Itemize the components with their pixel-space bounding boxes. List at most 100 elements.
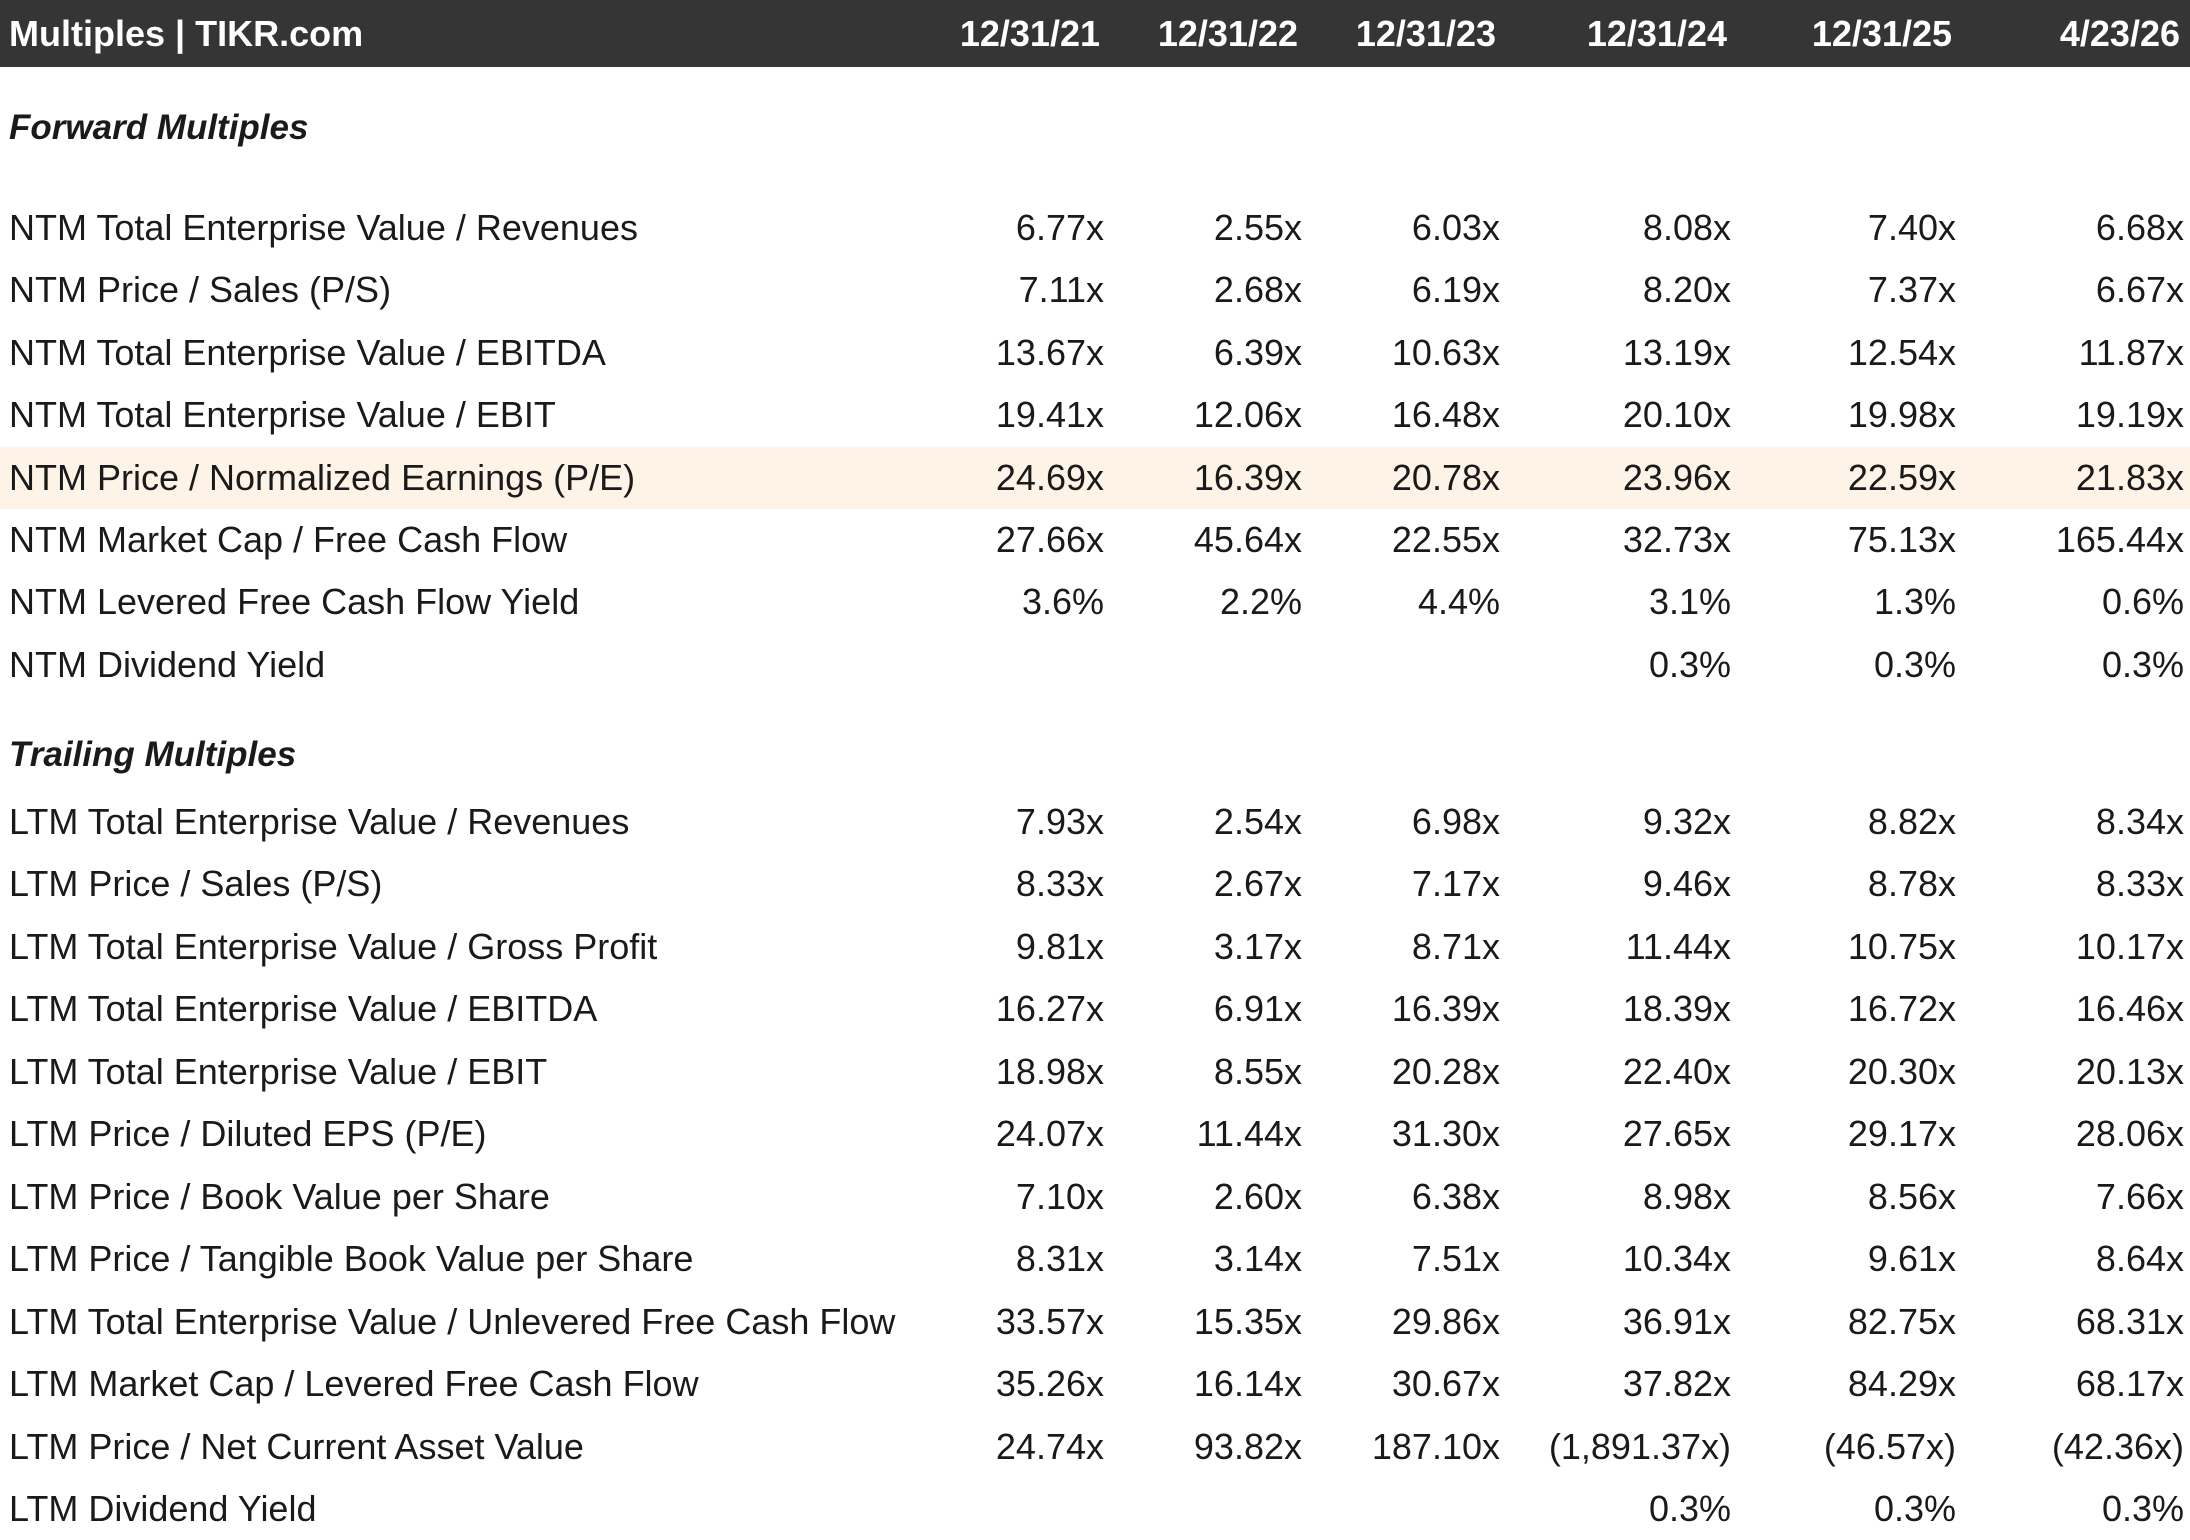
row-value: 84.29x (1847, 1363, 1956, 1405)
row-value: 93.82x (1193, 1425, 1302, 1467)
row-value: 8.33x (2095, 863, 2184, 905)
row-value: 187.10x (1371, 1425, 1500, 1467)
row-value: 20.78x (1391, 456, 1500, 498)
row-value: 10.63x (1391, 331, 1500, 373)
row-value: 7.66x (2095, 1175, 2184, 1217)
row-value: 3.17x (1213, 925, 1302, 967)
table-row: LTM Total Enterprise Value / EBIT 18.98x 8… (0, 1041, 2190, 1103)
row-value: 29.86x (1391, 1300, 1500, 1342)
table-row: NTM Total Enterprise Value / EBITDA 13.67… (0, 322, 2190, 384)
row-value: 2.55x (1213, 207, 1302, 248)
table-row: LTM Price / Diluted EPS (P/E) 24.07x 11.44… (0, 1103, 2190, 1165)
row-value: (1,891.37x) (1548, 1425, 1731, 1467)
row-label: LTM Total Enterprise Value / Gross Profi… (9, 925, 658, 967)
row-label: LTM Total Enterprise Value / Revenues (9, 801, 630, 842)
row-value: 8.78x (1867, 863, 1956, 905)
table-row: LTM Total Enterprise Value / EBITDA 16.27… (0, 978, 2190, 1040)
row-value: 22.59x (1847, 456, 1956, 498)
row-value: 8.71x (1411, 925, 1500, 967)
row-label: LTM Total Enterprise Value / Unlevered F… (9, 1300, 896, 1342)
row-label: LTM Price / Diluted EPS (P/E) (9, 1113, 487, 1155)
row-value: 75.13x (1847, 519, 1956, 560)
row-value: 1.3% (1873, 581, 1956, 623)
row-value: 6.67x (2095, 269, 2184, 311)
row-value: 22.55x (1391, 519, 1500, 560)
row-label: LTM Total Enterprise Value / EBIT (9, 1050, 548, 1092)
table-row: LTM Price / Sales (P/S) 8.33x 2.67x 7.17x 9.… (0, 853, 2190, 915)
row-value: 68.17x (2075, 1363, 2184, 1405)
row-value: 35.26x (995, 1363, 1104, 1405)
row-value: 8.20x (1642, 269, 1731, 311)
row-value: 31.30x (1391, 1113, 1500, 1155)
table-header: Multiples | TIKR.com 12/31/21 12/31/22 1… (0, 0, 2190, 67)
row-value: 2.2% (1219, 581, 1302, 623)
row-value: 7.11x (1018, 269, 1104, 311)
row-label: NTM Market Cap / Free Cash Flow (9, 519, 568, 560)
row-value: 19.41x (995, 394, 1104, 436)
row-value: 36.91x (1622, 1300, 1731, 1342)
row-value: 0.3% (2101, 1487, 2184, 1529)
row-value: 18.39x (1622, 988, 1731, 1030)
row-value: 3.14x (1213, 1238, 1302, 1280)
row-label: LTM Price / Tangible Book Value per Shar… (9, 1238, 694, 1280)
row-value: 3.6% (1021, 581, 1104, 623)
row-value: 6.91x (1213, 988, 1302, 1030)
row-value: 0.3% (2101, 643, 2184, 685)
row-value: 68.31x (2075, 1300, 2184, 1342)
table-row: NTM Total Enterprise Value / EBIT 19.41x 1… (0, 384, 2190, 446)
row-value: 7.40x (1867, 207, 1956, 248)
row-value: 6.68x (2095, 207, 2184, 248)
table-row: NTM Total Enterprise Value / Revenues 6.7… (0, 197, 2190, 259)
row-value: 9.61x (1867, 1238, 1956, 1280)
row-value: 8.34x (2095, 801, 2184, 842)
row-value: 8.64x (2095, 1238, 2184, 1280)
row-value: 28.06x (2075, 1113, 2184, 1155)
row-label: LTM Dividend Yield (9, 1487, 317, 1529)
row-value: 18.98x (995, 1050, 1104, 1092)
row-value: 0.6% (2101, 581, 2184, 623)
row-value: 33.57x (995, 1300, 1104, 1342)
row-value: 7.10x (1015, 1175, 1104, 1217)
row-value: 12.54x (1847, 331, 1956, 373)
row-value: 10.75x (1847, 925, 1956, 967)
column-header: 12/31/23 (1355, 13, 1496, 54)
row-value: 10.17x (2075, 925, 2184, 967)
row-value: 6.77x (1015, 207, 1104, 248)
row-label: NTM Dividend Yield (9, 643, 326, 685)
row-value: 8.33x (1015, 863, 1104, 905)
row-value: 7.51x (1411, 1238, 1500, 1280)
table-row: LTM Price / Book Value per Share 7.10x 2.6… (0, 1166, 2190, 1228)
row-value: 9.32x (1642, 801, 1731, 842)
table-row: NTM Price / Sales (P/S) 7.11x 2.68x 6.19x 8.… (0, 259, 2190, 321)
row-value: 11.44x (1625, 925, 1731, 967)
table-row: NTM Market Cap / Free Cash Flow 27.66x 45.… (0, 509, 2190, 571)
row-value: 0.3% (1873, 643, 1956, 685)
row-value: 12.06x (1193, 394, 1302, 436)
row-value: (46.57x) (1823, 1425, 1956, 1467)
row-value: 24.07x (995, 1113, 1104, 1155)
row-label: LTM Market Cap / Levered Free Cash Flow (9, 1363, 699, 1405)
table-row: LTM Total Enterprise Value / Gross Profi… (0, 916, 2190, 978)
row-label: NTM Price / Sales (P/S) (9, 269, 392, 311)
row-value: 27.65x (1622, 1113, 1731, 1155)
table-row: NTM Levered Free Cash Flow Yield 3.6% 2.2%… (0, 571, 2190, 633)
row-value: 2.54x (1213, 801, 1302, 842)
row-value: 165.44x (2055, 519, 2184, 560)
row-value: 2.60x (1213, 1175, 1302, 1217)
row-value: 8.31x (1015, 1238, 1104, 1280)
row-value: 0.3% (1873, 1487, 1956, 1529)
page-title: Multiples | TIKR.com (9, 13, 364, 54)
row-value: 45.64x (1193, 519, 1302, 560)
forward-multiples-heading: Forward Multiples (9, 108, 309, 147)
row-value: 16.27x (995, 988, 1104, 1030)
row-value: 0.3% (1648, 643, 1731, 685)
row-value: (42.36x) (2051, 1425, 2184, 1467)
row-value: 7.17x (1411, 863, 1500, 905)
row-value: 19.19x (2075, 394, 2184, 436)
row-label: LTM Price / Sales (P/S) (9, 863, 383, 905)
row-value: 29.17x (1847, 1113, 1956, 1155)
row-value: 2.67x (1213, 863, 1302, 905)
row-value: 3.1% (1648, 581, 1731, 623)
row-value: 10.34x (1622, 1238, 1731, 1280)
row-value: 20.30x (1847, 1050, 1956, 1092)
